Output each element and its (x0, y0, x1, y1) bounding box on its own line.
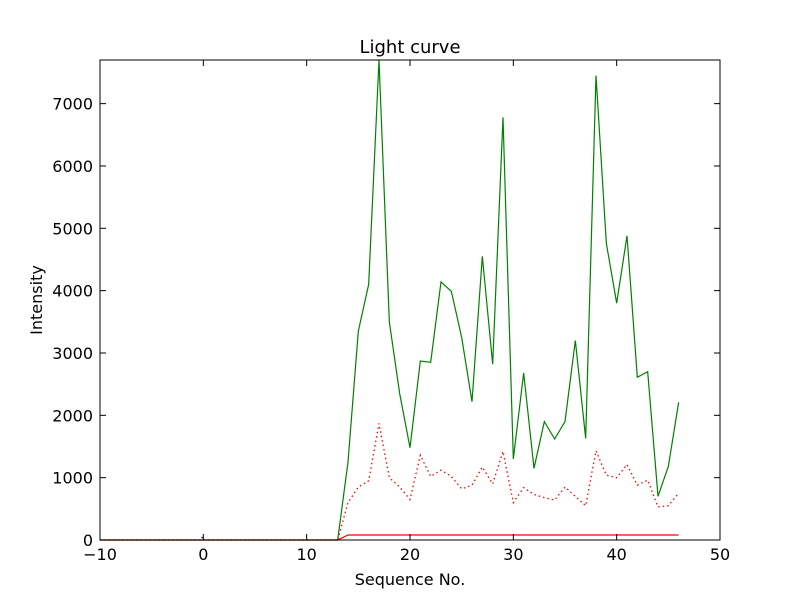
x-tick-label: 50 (710, 545, 730, 564)
y-tick-label: 5000 (52, 219, 93, 238)
y-tick-label: 4000 (52, 282, 93, 301)
x-tick-label: −10 (83, 545, 117, 564)
x-tick-label: 40 (606, 545, 626, 564)
x-tick-label: 0 (198, 545, 208, 564)
y-tick-label: 3000 (52, 344, 93, 363)
y-tick-label: 1000 (52, 469, 93, 488)
y-tick-label: 0 (83, 531, 93, 550)
x-tick-label: 20 (400, 545, 420, 564)
y-axis-label: Intensity (27, 265, 46, 335)
plot-background (100, 60, 720, 540)
x-axis-label: Sequence No. (355, 570, 466, 589)
ticks-layer: −10 0 10 20 30 40 5001000200030004000500060007… (52, 60, 730, 564)
x-tick-label: 30 (503, 545, 523, 564)
chart-title: Light curve (359, 37, 460, 58)
plot-frame (99, 59, 721, 541)
y-tick-label: 7000 (52, 95, 93, 114)
x-tick-label: 10 (296, 545, 316, 564)
y-tick-label: 6000 (52, 157, 93, 176)
y-tick-label: 2000 (52, 406, 93, 425)
